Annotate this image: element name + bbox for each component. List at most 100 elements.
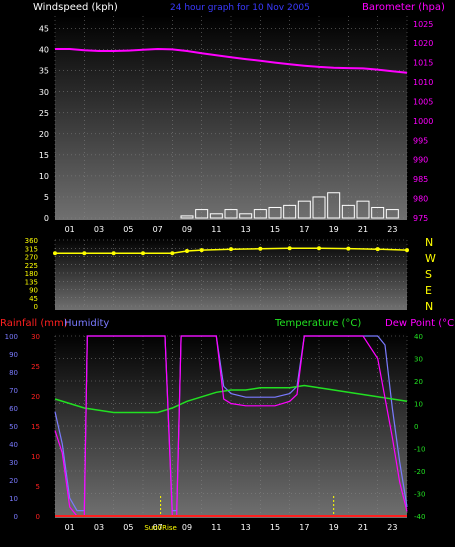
temperature-tick-label: 20 <box>414 378 423 386</box>
windspeed-axis-label: Windspeed (kph) <box>33 2 118 13</box>
windspeed-bar <box>239 213 253 219</box>
barometer-tick-label: 1000 <box>413 117 433 126</box>
rainfall-tick-label: 0 <box>36 513 40 521</box>
x-tick-label: 19 <box>329 225 339 234</box>
humidity-tick-label: 100 <box>5 333 18 341</box>
windspeed-tick-label: 15 <box>39 151 49 160</box>
humidity-tick-label: 70 <box>9 387 18 395</box>
humidity-tick-label: 90 <box>9 351 18 359</box>
x-tick-label: 03 <box>94 523 104 532</box>
temperature-line <box>54 384 408 414</box>
humidity-tick-label: 80 <box>9 369 18 377</box>
windspeed-tick-label: 0 <box>44 214 49 223</box>
humidity-temperature-chart: 0102030405060708090100051015202530-40-30… <box>0 318 455 532</box>
wind-barometer-chart: 0 5 10 15 20 25 30 35 40 45 975 980 985 990 995 1000 100… <box>33 2 445 234</box>
humidity-temperature-marks <box>54 335 408 517</box>
windspeed-bar <box>356 200 370 219</box>
windspeed-tick-label: 20 <box>39 130 49 139</box>
x-tick-label: 03 <box>94 225 104 234</box>
direction-line <box>55 247 408 254</box>
barometer-axis-label: Barometer (hpa) <box>362 2 445 13</box>
windspeed-bar <box>297 200 311 219</box>
barometer-tick-label: 995 <box>413 136 428 145</box>
windspeed-bar <box>209 213 223 219</box>
windspeed-tick-label: 30 <box>39 88 49 97</box>
windspeed-bar <box>224 209 238 219</box>
barometer-tick-label: 985 <box>413 175 428 184</box>
humidity-tick-label: 10 <box>9 495 18 503</box>
x-tick-label: 15 <box>270 225 280 234</box>
x-tick-label: 01 <box>65 523 75 532</box>
windspeed-bar <box>195 209 209 219</box>
windspeed-bar <box>253 209 267 219</box>
x-tick-label: 17 <box>299 225 309 234</box>
wind-barometer-marks <box>55 47 408 219</box>
rainfall-tick-label: 10 <box>31 453 40 461</box>
x-tick-label: 19 <box>329 523 339 532</box>
x-tick-label: 11 <box>211 225 221 234</box>
windspeed-bar <box>327 192 341 219</box>
rainfall-tick-label: 20 <box>31 393 40 401</box>
dewpoint-line <box>54 335 408 517</box>
barometer-tick-label: 1005 <box>413 97 433 106</box>
direction-tick-label: 315 <box>25 245 38 253</box>
temperature-tick-label: 30 <box>414 356 423 364</box>
x-tick-label: 09 <box>182 523 192 532</box>
wind-direction-marks <box>53 246 409 256</box>
x-tick-label: 21 <box>358 523 368 532</box>
temperature-tick-label: 10 <box>414 401 423 409</box>
direction-tick-label: 90 <box>29 287 38 295</box>
temperature-tick-label: -30 <box>414 491 425 499</box>
wind-barometer-plot-area <box>55 16 407 220</box>
x-tick-label: 05 <box>123 523 133 532</box>
windspeed-bar <box>283 204 297 219</box>
sunrise-label: Sun0Rise <box>144 524 177 532</box>
compass-letter: S <box>425 268 432 281</box>
barometer-line <box>55 47 408 74</box>
windspeed-bar <box>268 206 282 219</box>
barometer-tick-label: 1010 <box>413 78 433 87</box>
humidity-tick-label: 0 <box>14 513 18 521</box>
compass-letter: N <box>425 236 433 249</box>
barometer-tick-label: 975 <box>413 214 428 223</box>
temperature-tick-label: 40 <box>414 333 423 341</box>
windspeed-tick-label: 40 <box>39 46 49 55</box>
x-tick-label: 07 <box>153 225 163 234</box>
x-tick-label: 17 <box>299 523 309 532</box>
windspeed-bar <box>385 209 399 219</box>
windspeed-tick-label: 5 <box>44 193 49 202</box>
x-tick-label: 13 <box>241 523 251 532</box>
windspeed-bar <box>180 215 194 219</box>
x-tick-label: 13 <box>241 225 251 234</box>
humidity-tick-label: 60 <box>9 405 18 413</box>
humidity-tick-label: 20 <box>9 477 18 485</box>
direction-tick-label: 45 <box>29 295 38 303</box>
rainfall-axis-label: Rainfall (mm) <box>0 318 68 329</box>
barometer-tick-label: 990 <box>413 156 428 165</box>
chart-title: 24 hour graph for 10 Nov 2005 <box>170 3 310 13</box>
compass-letter: E <box>425 284 432 297</box>
temperature-tick-label: -20 <box>414 468 425 476</box>
rainfall-tick-label: 30 <box>31 333 40 341</box>
dewpoint-axis-label: Dew Point (°C) <box>385 318 455 329</box>
windspeed-tick-label: 25 <box>39 109 49 118</box>
wind-barometer-ticks: 0 5 10 15 20 25 30 35 40 45 975 980 985 990 995 1000 100… <box>39 20 434 234</box>
temperature-tick-label: -10 <box>414 446 425 454</box>
x-tick-label: 23 <box>387 225 397 234</box>
x-tick-label: 01 <box>65 225 75 234</box>
x-tick-label: 15 <box>270 523 280 532</box>
windspeed-tick-label: 35 <box>39 67 49 76</box>
windspeed-bar <box>341 204 355 219</box>
windspeed-tick-label: 10 <box>39 172 49 181</box>
barometer-tick-label: 980 <box>413 195 428 204</box>
direction-tick-label: 270 <box>25 254 38 262</box>
humidity-tick-label: 50 <box>9 423 18 431</box>
humidity-tick-label: 30 <box>9 459 18 467</box>
humidity-axis-label: Humidity <box>64 318 109 329</box>
rainfall-tick-label: 25 <box>31 363 40 371</box>
windspeed-tick-label: 45 <box>39 25 49 34</box>
x-tick-label: 07 <box>153 523 163 532</box>
